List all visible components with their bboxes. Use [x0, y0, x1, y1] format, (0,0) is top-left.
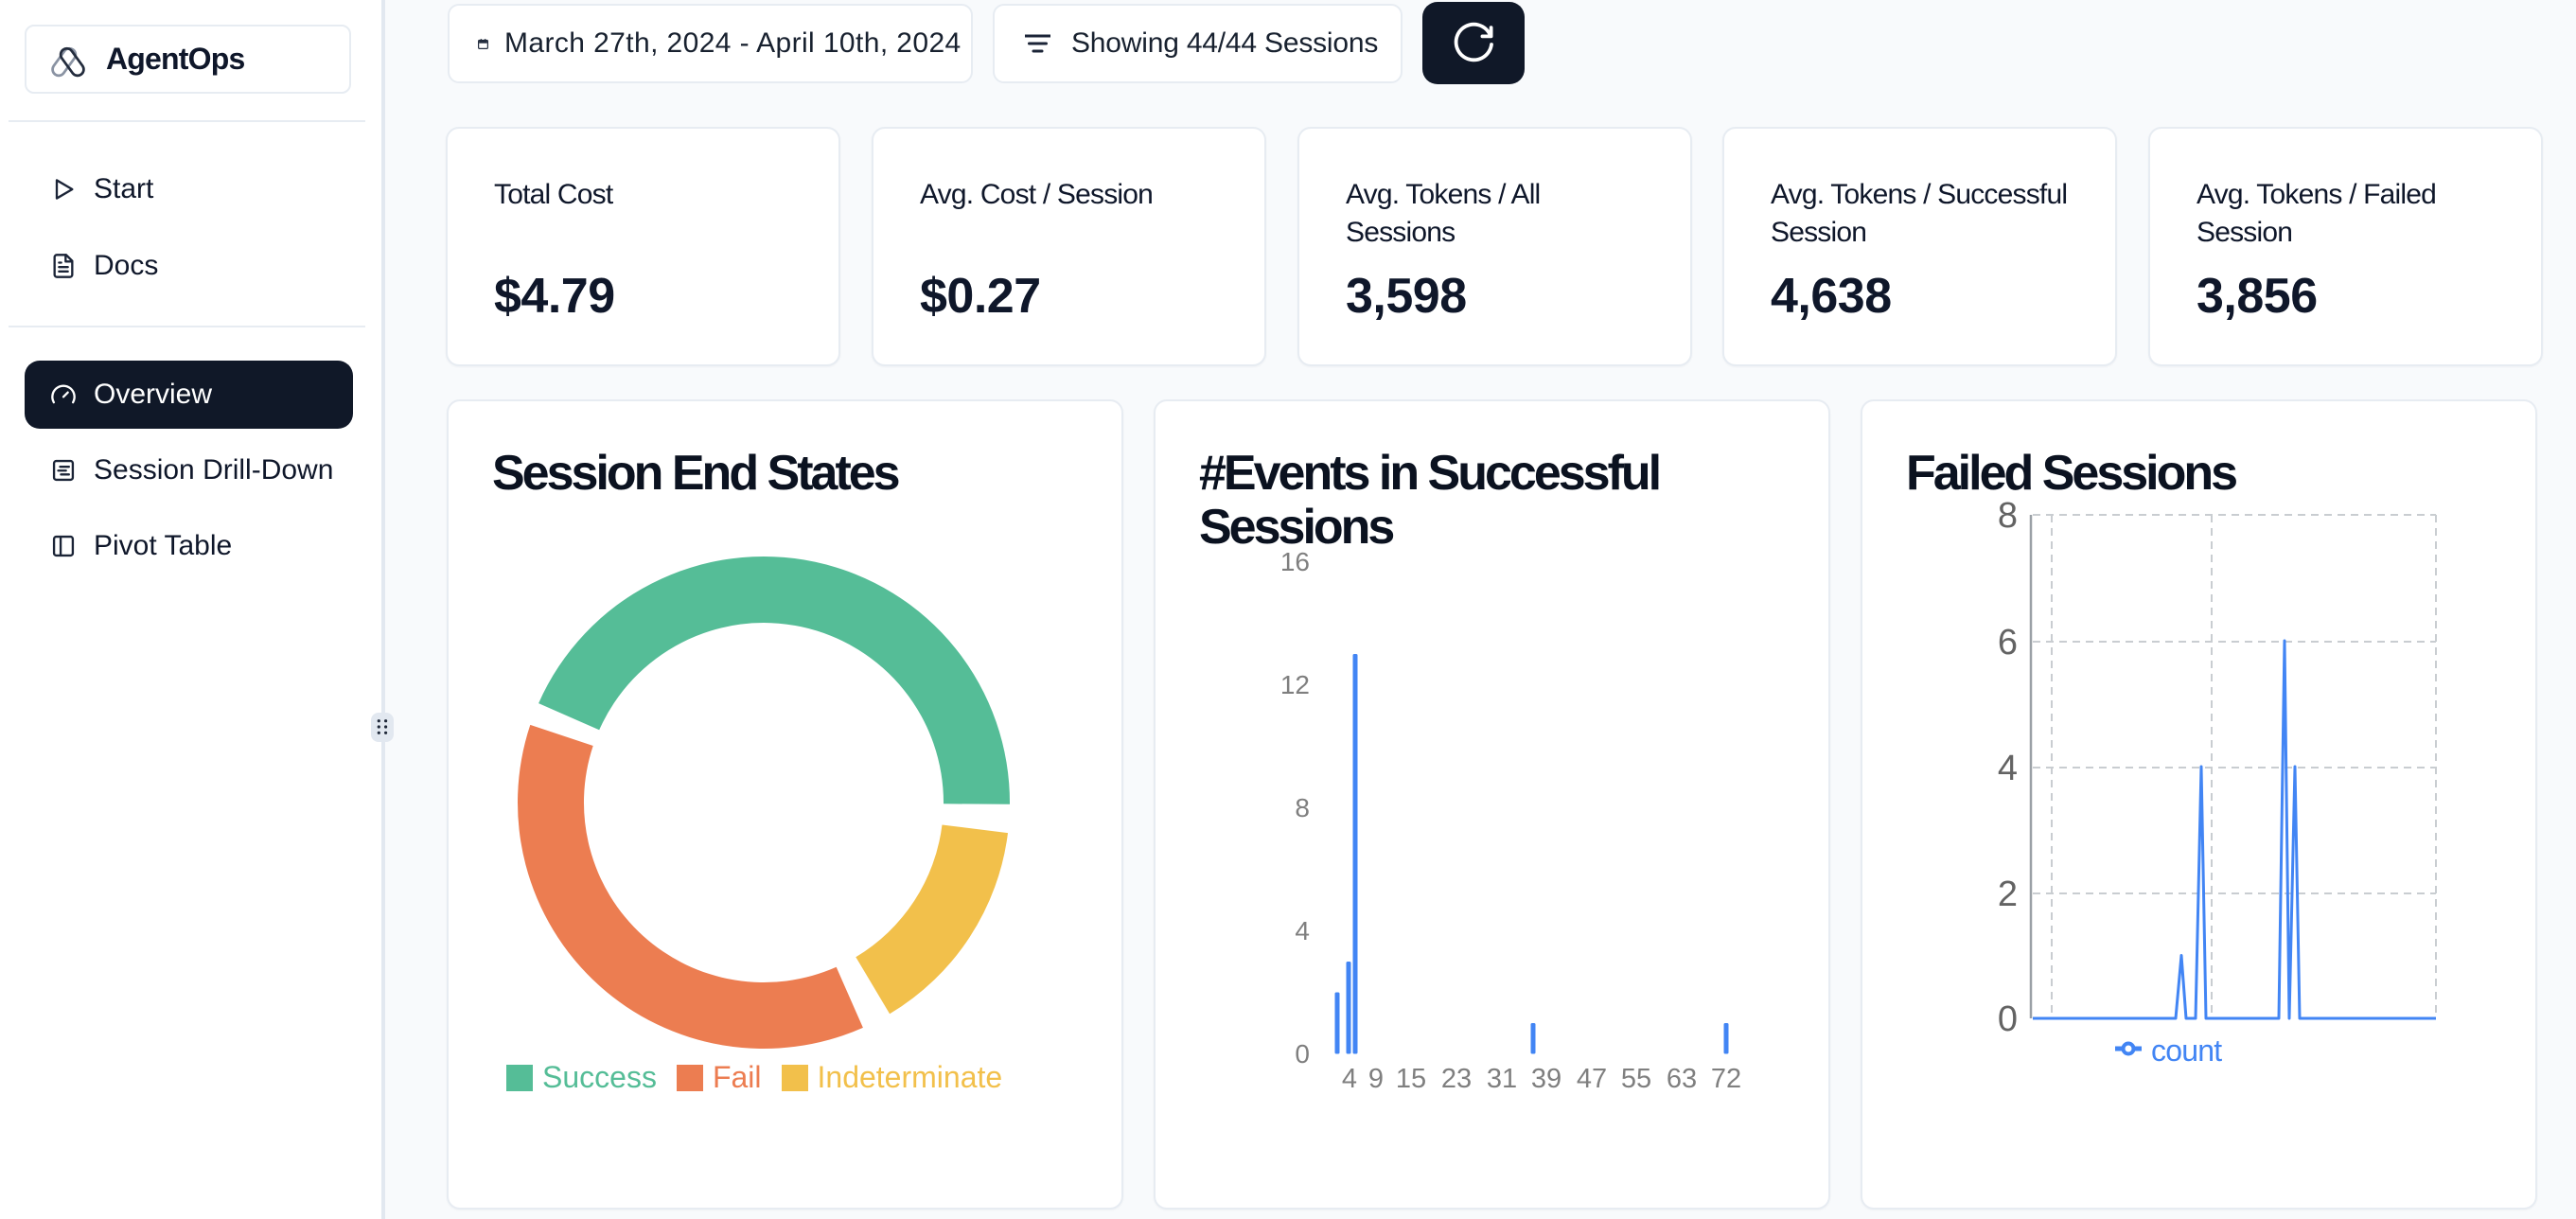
svg-text:2: 2 — [1998, 874, 2018, 914]
svg-text:8: 8 — [1295, 793, 1310, 822]
svg-text:63: 63 — [1667, 1064, 1697, 1094]
svg-text:0: 0 — [1998, 999, 2018, 1039]
svg-text:31: 31 — [1487, 1064, 1517, 1094]
svg-text:0: 0 — [1295, 1039, 1310, 1069]
svg-text:15: 15 — [1396, 1064, 1426, 1094]
svg-text:9: 9 — [1368, 1064, 1384, 1094]
svg-text:4: 4 — [1295, 916, 1310, 945]
svg-text:55: 55 — [1621, 1064, 1651, 1094]
svg-text:8: 8 — [1998, 496, 2018, 536]
svg-text:16: 16 — [1280, 547, 1310, 576]
svg-text:6: 6 — [1998, 623, 2018, 662]
svg-text:4: 4 — [1342, 1064, 1357, 1094]
svg-text:47: 47 — [1577, 1064, 1607, 1094]
svg-text:4: 4 — [1998, 749, 2018, 788]
svg-text:39: 39 — [1531, 1064, 1561, 1094]
svg-text:72: 72 — [1711, 1064, 1741, 1094]
svg-text:12: 12 — [1280, 670, 1310, 699]
svg-text:count: count — [2151, 1034, 2222, 1068]
svg-text:23: 23 — [1441, 1064, 1472, 1094]
